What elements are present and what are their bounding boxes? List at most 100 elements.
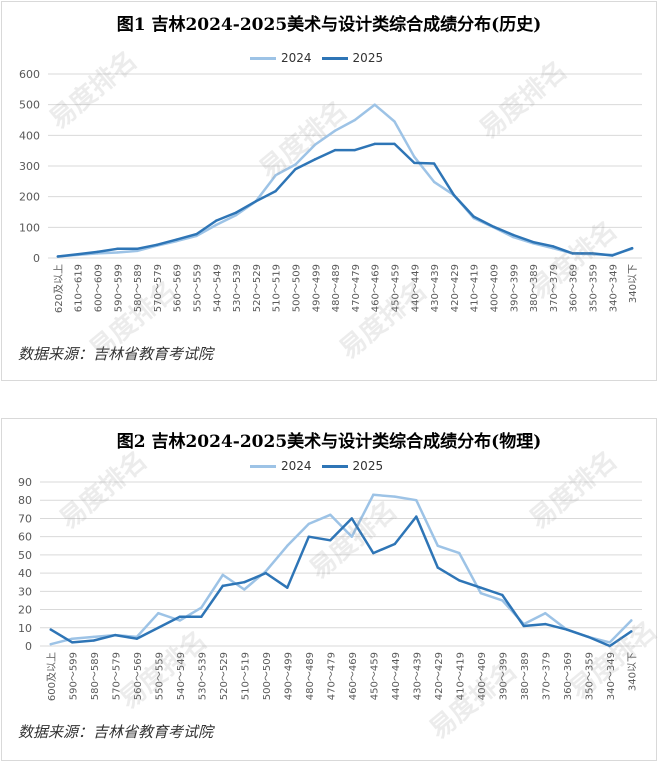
data-point-2024: [329, 513, 332, 516]
y-tick-label: 60: [18, 531, 32, 544]
x-tick-label: 520～529: [252, 264, 263, 312]
data-point-2025: [472, 215, 475, 218]
x-tick-label: 570～579: [111, 652, 122, 700]
x-tick-label: 600及以上: [46, 652, 58, 701]
data-point-2024: [234, 213, 238, 217]
chart-legend: 2024 2025: [250, 459, 393, 473]
data-point-2025: [329, 539, 332, 542]
data-point-2025: [221, 584, 224, 588]
x-tick-label: 540～549: [176, 652, 187, 700]
x-tick-label: 420～429: [450, 264, 461, 312]
data-point-2025: [243, 581, 246, 584]
data-point-2025: [114, 633, 117, 637]
data-point-2025: [587, 635, 590, 639]
data-point-2025: [264, 571, 267, 575]
data-point-2024: [49, 642, 52, 646]
data-point-2025: [234, 211, 238, 214]
x-tick-label: 340以下: [628, 264, 639, 303]
chart-title: 图2 吉林2024-2025美术与设计类综合成绩分布(物理): [116, 432, 542, 452]
x-tick-label: 620及以上: [53, 264, 65, 313]
data-point-2025: [314, 158, 317, 161]
x-tick-label: 390～399: [509, 264, 520, 312]
x-tick-label: 470～479: [326, 652, 337, 700]
x-tick-label: 540～549: [212, 264, 223, 312]
x-tick-label: 460～469: [371, 264, 382, 312]
data-point-2025: [452, 193, 456, 197]
x-tick-label: 590～599: [68, 652, 79, 700]
y-tick-label: 500: [19, 99, 40, 112]
data-point-2025: [413, 161, 416, 165]
x-tick-label: 530～539: [232, 264, 243, 312]
data-point-2025: [415, 515, 418, 518]
data-point-2025: [551, 245, 555, 248]
data-point-2025: [458, 579, 461, 582]
series-line-2024: [56, 103, 634, 258]
data-point-2025: [274, 189, 277, 193]
data-point-2025: [492, 225, 495, 228]
x-tick-label: 590～599: [113, 264, 124, 312]
y-tick-label: 400: [19, 129, 40, 142]
x-tick-label: 440～449: [391, 652, 402, 700]
data-point-2025: [350, 517, 353, 520]
data-point-2024: [274, 174, 277, 177]
data-point-2024: [608, 641, 611, 644]
data-point-2024: [479, 591, 482, 595]
data-point-2025: [76, 253, 79, 256]
x-tick-label: 500～509: [292, 264, 303, 312]
y-tick-label: 90: [18, 476, 32, 489]
data-point-2024: [432, 180, 436, 184]
data-point-2025: [307, 535, 310, 538]
data-point-2025: [200, 615, 203, 619]
data-point-2025: [373, 142, 376, 146]
data-point-2025: [393, 542, 396, 546]
data-point-2024: [413, 155, 416, 158]
data-point-2025: [157, 626, 160, 629]
data-point-2024: [116, 251, 119, 254]
data-point-2024: [501, 599, 504, 602]
chart-plot-physics: 0 10 20 30 40 50 60 70 80 90 600及以上 590～599 580～589 5…: [18, 476, 642, 701]
x-tick-label: 340以下: [627, 652, 638, 691]
x-tick-label: 480～489: [331, 264, 342, 312]
data-point-2025: [479, 586, 482, 589]
y-tick-label: 40: [18, 567, 32, 580]
x-tick-label: 350～359: [589, 264, 600, 312]
legend-label: 2025: [352, 51, 384, 65]
legend-swatch-2025: [321, 56, 348, 60]
x-tick-label: 530～539: [197, 652, 208, 700]
data-point-2024: [135, 249, 139, 253]
legend-label: 2025: [352, 459, 384, 473]
data-point-2024: [178, 619, 181, 622]
data-point-2025: [630, 246, 634, 250]
data-point-2024: [333, 129, 337, 132]
data-point-2025: [630, 630, 633, 633]
x-tick-label: 340～349: [606, 652, 617, 700]
data-point-2025: [353, 148, 357, 152]
legend-item-2024: 2024: [250, 459, 312, 473]
x-tick-label: 480～489: [305, 652, 316, 700]
data-point-2024: [372, 493, 375, 496]
y-tick-label: 600: [19, 68, 40, 81]
x-tick-label: 510～519: [272, 264, 283, 312]
y-tick-label: 100: [19, 221, 40, 234]
data-point-2024: [512, 235, 515, 239]
y-tick-label: 200: [19, 191, 40, 204]
data-point-2025: [116, 247, 119, 250]
data-point-2025: [333, 148, 337, 152]
data-point-2025: [565, 628, 568, 631]
x-tick-label: 430～439: [430, 264, 441, 312]
data-point-2024: [243, 588, 246, 591]
data-point-2024: [71, 637, 74, 640]
x-tick-label: 400～409: [490, 264, 501, 312]
x-tick-label: 430～439: [412, 652, 423, 700]
data-point-2025: [92, 639, 95, 642]
y-tick-label: 70: [18, 512, 32, 525]
x-tick-label: 510～519: [240, 652, 251, 700]
legend-swatch-2024: [250, 56, 276, 60]
x-tick-label: 490～499: [311, 264, 322, 312]
x-tick-label: 370～379: [541, 652, 552, 700]
x-tick-label: 550～559: [154, 652, 165, 700]
chart-panel-history: 图1 吉林2024-2025美术与设计类综合成绩分布(历史) 2024 2025…: [1, 1, 657, 381]
data-point-2025: [608, 644, 611, 648]
data-point-2025: [195, 232, 198, 236]
x-tick-label: 340～349: [608, 264, 619, 312]
